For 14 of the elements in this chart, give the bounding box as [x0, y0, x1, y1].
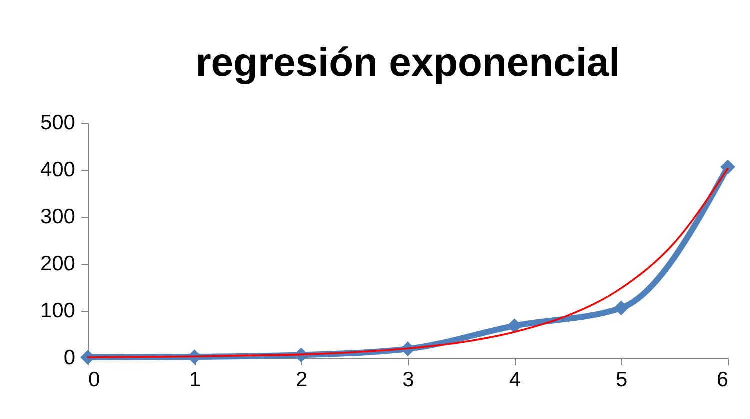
y-tick-label: 500 [40, 112, 76, 134]
x-tick-label: 3 [402, 368, 414, 392]
chart-title: regresión exponencial [196, 41, 620, 85]
y-tick-label: 300 [40, 206, 76, 228]
y-tick-label: 0 [64, 346, 76, 370]
y-tick-label: 100 [40, 300, 76, 322]
y-tick-label: 200 [40, 252, 76, 276]
x-tick-label: 6 [716, 368, 728, 392]
x-tick-label: 2 [296, 368, 308, 392]
x-tick-label: 4 [509, 368, 522, 392]
x-tick-label: 0 [88, 368, 100, 392]
x-tick-label: 1 [189, 368, 202, 392]
x-tick-label: 5 [616, 368, 628, 392]
y-tick-label: 400 [40, 158, 76, 182]
